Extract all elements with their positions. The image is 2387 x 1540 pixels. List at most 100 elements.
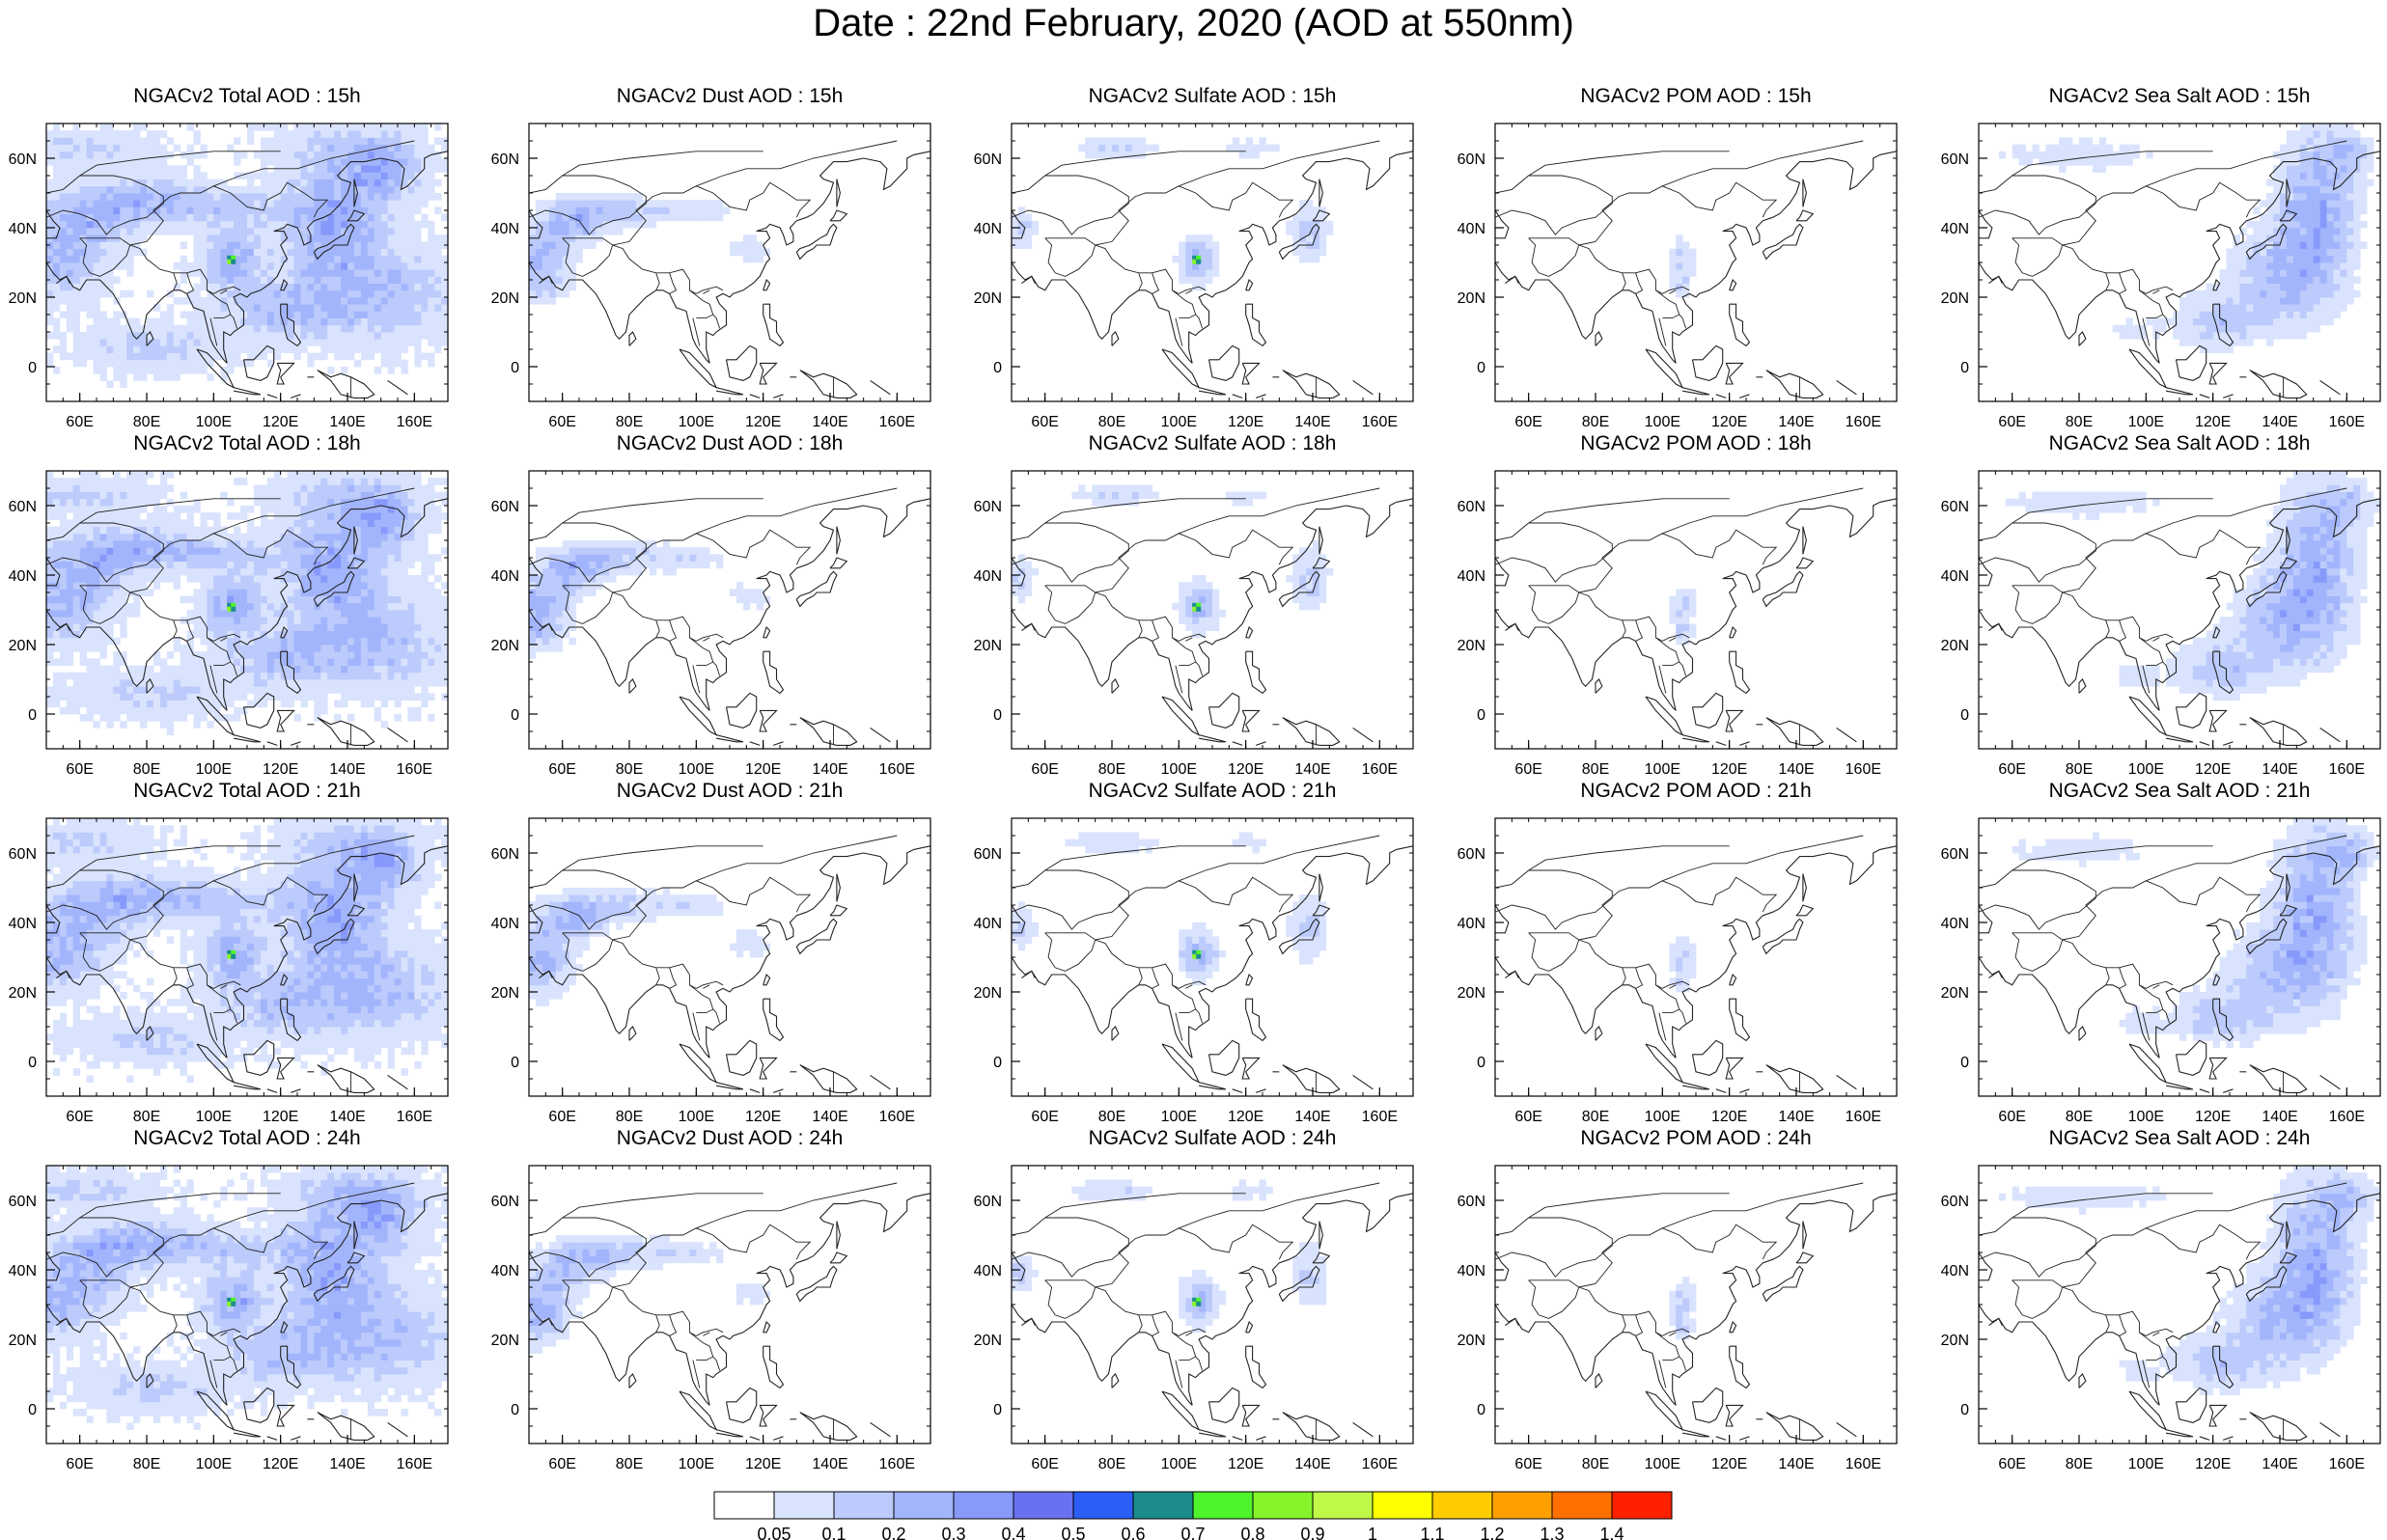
- lon-tick-label: 80E: [133, 414, 160, 430]
- colorbar-label: 0.6: [1121, 1525, 1145, 1540]
- lon-tick-label: 60E: [66, 414, 93, 430]
- lon-tick-label: 120E: [1228, 761, 1263, 778]
- lon-tick-label: 60E: [66, 1109, 93, 1125]
- aod-field: [1012, 1179, 1327, 1334]
- colorbar-label: 0.4: [1001, 1525, 1025, 1540]
- aod-map: 60E 80E 100E 120E 140E 160E 60N 40N 20N 0: [1457, 123, 1898, 430]
- lon-tick-label: 140E: [812, 414, 847, 430]
- lat-tick-label: 60N: [1457, 151, 1485, 168]
- lon-tick-label: 80E: [1582, 1109, 1609, 1125]
- aod-field: [2005, 471, 2381, 701]
- lat-tick-label: 40N: [1457, 568, 1485, 585]
- lon-tick-label: 160E: [2329, 761, 2365, 778]
- map-panel-pom-18h: NGACv2 POM AOD : 18h 60E 80E 100E 120E 140E 16…: [1437, 432, 1901, 780]
- lon-tick-label: 120E: [745, 1456, 781, 1472]
- lon-tick-label: 100E: [196, 1456, 232, 1472]
- coastlines: [529, 140, 930, 399]
- lat-tick-label: 20N: [1941, 985, 1969, 1002]
- lat-tick-label: 0: [511, 1055, 519, 1071]
- lon-tick-label: 160E: [1362, 1109, 1398, 1125]
- lat-tick-label: 60N: [1457, 846, 1485, 863]
- lon-tick-label: 160E: [879, 414, 915, 430]
- lon-tick-label: 120E: [1228, 414, 1263, 430]
- lon-tick-label: 80E: [2066, 761, 2093, 778]
- lat-tick-label: 60N: [1941, 151, 1969, 168]
- lon-tick-label: 160E: [397, 1456, 432, 1472]
- lon-tick-label: 100E: [196, 761, 232, 778]
- lat-tick-label: 20N: [974, 290, 1002, 307]
- lon-tick-label: 160E: [2329, 1456, 2365, 1472]
- lat-tick-label: 20N: [491, 1333, 519, 1349]
- coastlines: [1495, 487, 1897, 746]
- colorbar-label: 0.1: [821, 1525, 846, 1540]
- colorbar-label: 1.4: [1599, 1525, 1624, 1540]
- lat-tick-label: 60N: [491, 151, 519, 168]
- lon-tick-label: 100E: [2128, 761, 2164, 778]
- lon-tick-label: 160E: [879, 761, 915, 778]
- lon-tick-label: 60E: [548, 761, 575, 778]
- colorbar-label: 1.3: [1540, 1525, 1564, 1540]
- lon-tick-label: 140E: [1778, 761, 1814, 778]
- lon-tick-label: 100E: [679, 1456, 714, 1472]
- lon-tick-label: 160E: [1846, 761, 1881, 778]
- lon-tick-label: 100E: [196, 1109, 232, 1125]
- lon-tick-label: 60E: [548, 1109, 575, 1125]
- coastlines: [1979, 835, 2380, 1093]
- lat-tick-label: 20N: [491, 985, 519, 1002]
- colorbar-label: 0.7: [1180, 1525, 1205, 1540]
- lon-tick-label: 80E: [1582, 414, 1609, 430]
- lon-tick-label: 160E: [397, 761, 432, 778]
- lon-tick-label: 80E: [1582, 761, 1609, 778]
- lon-tick-label: 140E: [1294, 414, 1330, 430]
- panel-title: NGACv2 Sulfate AOD : 18h: [1088, 432, 1337, 454]
- lon-tick-label: 80E: [2066, 1456, 2093, 1472]
- lon-tick-label: 80E: [133, 1456, 160, 1472]
- lon-tick-label: 100E: [679, 761, 714, 778]
- lon-tick-label: 160E: [1362, 1456, 1398, 1472]
- lat-tick-label: 20N: [1457, 290, 1485, 307]
- lon-tick-label: 140E: [812, 761, 847, 778]
- lat-tick-label: 20N: [9, 638, 37, 654]
- aod-field: [1669, 589, 1697, 646]
- lat-tick-label: 20N: [9, 1333, 37, 1349]
- figure-title: Date : 22nd February, 2020 (AOD at 550nm…: [813, 2, 1574, 44]
- lon-tick-label: 120E: [263, 414, 298, 430]
- lat-tick-label: 0: [28, 1402, 37, 1418]
- lon-tick-label: 80E: [1582, 1456, 1609, 1472]
- lon-tick-label: 100E: [2128, 414, 2164, 430]
- lat-tick-label: 0: [993, 1402, 1002, 1418]
- lat-tick-label: 60N: [9, 151, 37, 168]
- map-panel-pom-15h: NGACv2 POM AOD : 15h 60E 80E 100E 120E 140E 16…: [1437, 85, 1901, 432]
- lon-tick-label: 120E: [1711, 761, 1747, 778]
- lat-tick-label: 40N: [9, 916, 37, 932]
- panel-title: NGACv2 Dust AOD : 15h: [616, 85, 844, 107]
- lat-tick-label: 60N: [9, 846, 37, 863]
- lat-tick-label: 60N: [974, 151, 1002, 168]
- lat-tick-label: 0: [1960, 707, 1969, 724]
- aod-map: 60E 80E 100E 120E 140E 160E 60N 40N 20N 0: [491, 470, 931, 778]
- map-panel-pom-21h: NGACv2 POM AOD : 21h 60E 80E 100E 120E 140E 16…: [1437, 780, 1901, 1127]
- lat-tick-label: 20N: [1457, 1333, 1485, 1349]
- coastlines: [46, 487, 448, 746]
- panel-title: NGACv2 Total AOD : 18h: [133, 432, 361, 454]
- lon-tick-label: 120E: [1228, 1456, 1263, 1472]
- lon-tick-label: 120E: [2195, 414, 2231, 430]
- panel-title: NGACv2 Total AOD : 24h: [133, 1127, 361, 1149]
- lon-tick-label: 140E: [1294, 761, 1330, 778]
- lon-tick-label: 120E: [745, 761, 781, 778]
- lon-tick-label: 60E: [66, 761, 93, 778]
- aod-map: 60E 80E 100E 120E 140E 160E 60N 40N 20N 0: [9, 123, 449, 430]
- lon-tick-label: 140E: [1778, 1456, 1814, 1472]
- aod-map: 60E 80E 100E 120E 140E 160E 60N 40N 20N 0: [491, 123, 931, 430]
- lat-tick-label: 0: [1960, 1402, 1969, 1418]
- colorbar-label: 1.1: [1420, 1525, 1444, 1540]
- aod-field: [529, 193, 770, 305]
- lon-tick-label: 120E: [745, 1109, 781, 1125]
- aod-map: 60E 80E 100E 120E 140E 160E 60N 40N 20N 0: [9, 470, 449, 778]
- lat-tick-label: 60N: [491, 499, 519, 515]
- lon-tick-label: 80E: [616, 1456, 643, 1472]
- lon-tick-label: 140E: [329, 414, 365, 430]
- coastlines: [1495, 835, 1897, 1093]
- panel-title: NGACv2 POM AOD : 18h: [1580, 432, 1812, 454]
- lat-tick-label: 0: [1960, 360, 1969, 376]
